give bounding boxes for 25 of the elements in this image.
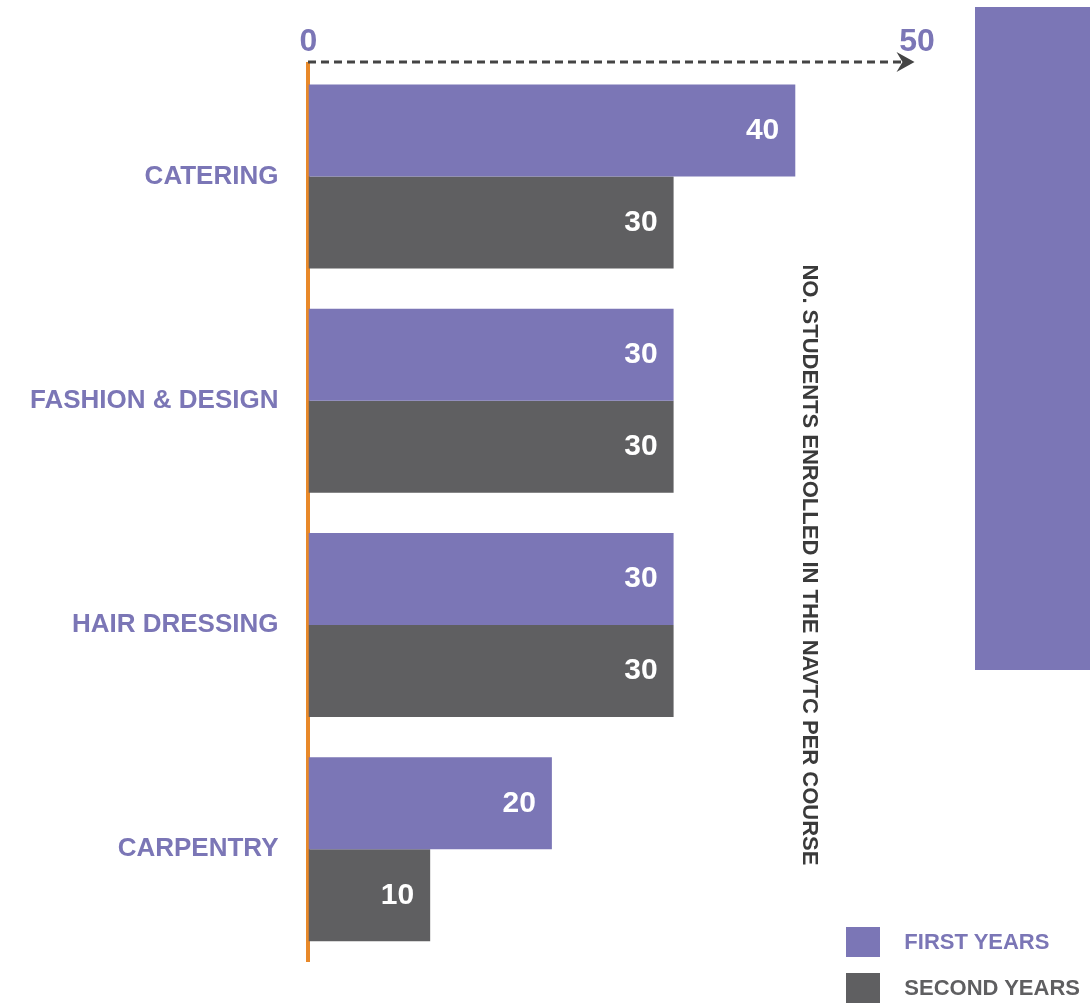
bar (308, 849, 431, 942)
bar (308, 625, 674, 717)
data-label: 30 (624, 336, 658, 370)
bar (308, 757, 552, 850)
legend-label: FIRST YEARS (904, 929, 1050, 955)
y-tick-label: CARPENTRY (117, 832, 279, 863)
data-label: 30 (624, 428, 658, 462)
y-tick-label: FASHION & DESIGN (29, 383, 279, 414)
bar (308, 84, 796, 177)
data-label: 30 (624, 560, 658, 594)
data-label: 30 (624, 652, 658, 686)
x-tick-label: 0 (299, 22, 318, 59)
bar (308, 308, 674, 401)
legend-label: SECOND YEARS (904, 975, 1080, 1001)
data-label: 10 (380, 876, 415, 910)
x-tick-label: 50 (899, 22, 935, 59)
bar (308, 176, 674, 269)
y-tick-label: HAIR DRESSING (71, 608, 279, 639)
annotation: NO. STUDENTS ENROLLED IN THE NAVTC PER COURSE (797, 264, 823, 866)
data-label: 20 (502, 784, 536, 818)
y-tick-label: CATERING (144, 159, 279, 190)
data-label: 30 (624, 203, 658, 237)
bar (308, 400, 674, 493)
bar (308, 533, 674, 626)
data-label: 40 (745, 111, 780, 145)
